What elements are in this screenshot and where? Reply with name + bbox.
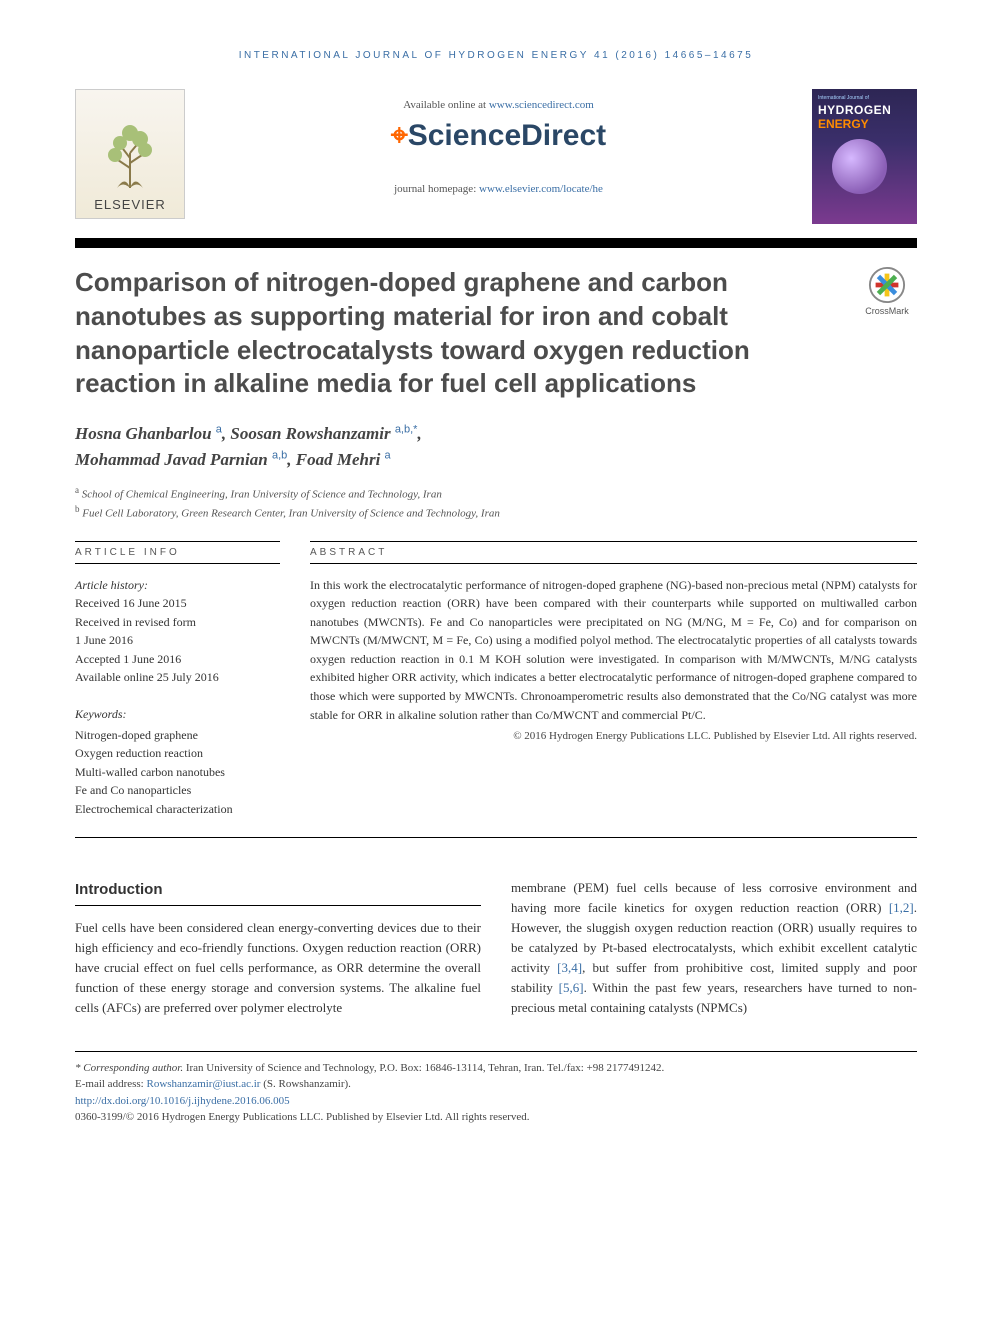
email-line: E-mail address: Rowshanzamir@iust.ac.ir …	[75, 1076, 917, 1093]
cover-energy: ENERGY	[818, 117, 911, 131]
cover-top: International Journal of	[818, 95, 911, 101]
author-1: Hosna Ghanbarlou a	[75, 424, 222, 443]
sd-text: ScienceDirect	[408, 119, 606, 152]
sd-icon: ⌖	[391, 119, 408, 152]
author-2: Soosan Rowshanzamir a,b,*	[230, 424, 417, 443]
keyword: Nitrogen-doped graphene	[75, 726, 280, 745]
body-column-right: membrane (PEM) fuel cells because of les…	[511, 878, 917, 1019]
elsevier-tree-icon	[95, 113, 165, 193]
journal-cover: International Journal of HYDROGEN ENERGY	[812, 89, 917, 224]
article-title: Comparison of nitrogen-doped graphene an…	[75, 266, 837, 401]
title-rule	[75, 238, 917, 248]
sciencedirect-link[interactable]: www.sciencedirect.com	[489, 99, 594, 111]
available-prefix: Available online at	[403, 99, 489, 111]
abstract-copyright: © 2016 Hydrogen Energy Publications LLC.…	[310, 730, 917, 742]
header-block: ELSEVIER Available online at www.science…	[75, 89, 917, 224]
crossmark-label: CrossMark	[857, 306, 917, 316]
authors: Hosna Ghanbarlou a, Soosan Rowshanzamir …	[75, 421, 917, 472]
author-3: Mohammad Javad Parnian a,b	[75, 450, 287, 469]
abstract-head: ABSTRACT	[310, 541, 917, 564]
homepage-prefix: journal homepage:	[394, 183, 479, 195]
body-paragraph: membrane (PEM) fuel cells because of les…	[511, 878, 917, 1019]
abstract-body: In this work the electrocatalytic perfor…	[310, 576, 917, 725]
online-date: Available online 25 July 2016	[75, 668, 280, 687]
crossmark-badge[interactable]: CrossMark	[857, 266, 917, 316]
article-info-head: ARTICLE INFO	[75, 541, 280, 564]
body-column-left: Introduction Fuel cells have been consid…	[75, 878, 481, 1019]
abstract: ABSTRACT In this work the electrocatalyt…	[310, 541, 917, 819]
body-text: Introduction Fuel cells have been consid…	[75, 878, 917, 1019]
citation[interactable]: [5,6]	[559, 980, 584, 995]
keyword: Multi-walled carbon nanotubes	[75, 763, 280, 782]
keyword: Oxygen reduction reaction	[75, 744, 280, 763]
body-paragraph: Fuel cells have been considered clean en…	[75, 918, 481, 1019]
available-online: Available online at www.sciencedirect.co…	[205, 99, 792, 111]
header-center: Available online at www.sciencedirect.co…	[205, 89, 792, 195]
footnotes: * Corresponding author. Iran University …	[75, 1051, 917, 1126]
revised-line1: Received in revised form	[75, 613, 280, 632]
affiliation-a: a School of Chemical Engineering, Iran U…	[75, 484, 917, 503]
keywords-head: Keywords:	[75, 705, 280, 724]
citation[interactable]: [1,2]	[889, 900, 914, 915]
issn-copyright: 0360-3199/© 2016 Hydrogen Energy Publica…	[75, 1109, 917, 1126]
doi-link[interactable]: http://dx.doi.org/10.1016/j.ijhydene.201…	[75, 1095, 290, 1107]
elsevier-logo: ELSEVIER	[75, 89, 185, 219]
sciencedirect-logo: ⌖ScienceDirect	[205, 119, 792, 153]
affiliations: a School of Chemical Engineering, Iran U…	[75, 484, 917, 522]
keyword: Fe and Co nanoparticles	[75, 781, 280, 800]
author-4: Foad Mehri a	[296, 450, 391, 469]
cover-graphic	[832, 139, 887, 194]
revised-line2: 1 June 2016	[75, 631, 280, 650]
keyword: Electrochemical characterization	[75, 800, 280, 819]
section-heading-introduction: Introduction	[75, 878, 481, 906]
homepage-link[interactable]: www.elsevier.com/locate/he	[479, 183, 603, 195]
article-info: ARTICLE INFO Article history: Received 1…	[75, 541, 280, 819]
email-link[interactable]: Rowshanzamir@iust.ac.ir	[146, 1078, 260, 1090]
elsevier-label: ELSEVIER	[94, 197, 166, 212]
journal-homepage: journal homepage: www.elsevier.com/locat…	[205, 183, 792, 195]
affiliation-b: b Fuel Cell Laboratory, Green Research C…	[75, 503, 917, 522]
crossmark-icon	[868, 266, 906, 304]
received-date: Received 16 June 2015	[75, 594, 280, 613]
corresponding-author: * Corresponding author. Iran University …	[75, 1060, 917, 1077]
history-label: Article history:	[75, 576, 280, 595]
cover-hydrogen: HYDROGEN	[818, 103, 911, 117]
running-head: INTERNATIONAL JOURNAL OF HYDROGEN ENERGY…	[75, 50, 917, 61]
citation[interactable]: [3,4]	[557, 960, 582, 975]
accepted-date: Accepted 1 June 2016	[75, 650, 280, 669]
